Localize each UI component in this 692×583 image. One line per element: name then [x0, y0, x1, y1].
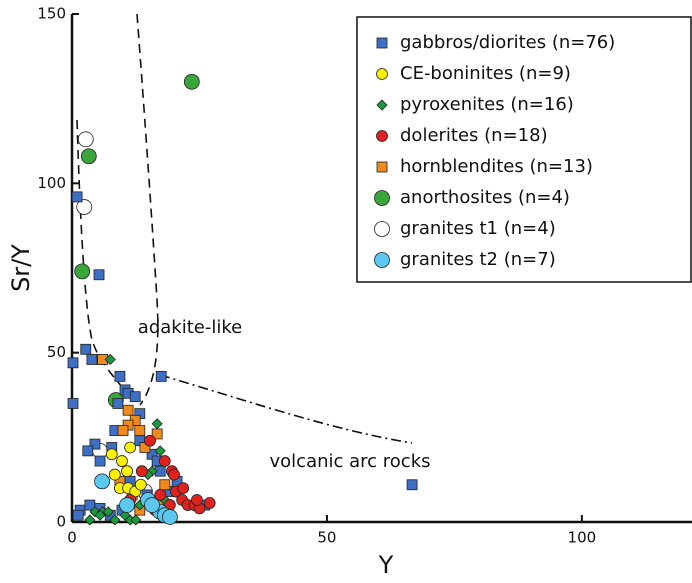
x-axis-label: Y: [378, 551, 394, 579]
marker-circle: [144, 434, 156, 447]
marker-circle: [374, 190, 390, 206]
marker-circle: [135, 465, 148, 478]
marker-circle: [134, 478, 147, 491]
annotation: adakite-like: [138, 317, 242, 338]
marker-square: [114, 370, 126, 382]
legend: [356, 16, 692, 283]
y-tick-label: 50: [47, 343, 66, 361]
marker-circle: [158, 455, 171, 467]
y-tick-label: 100: [37, 174, 66, 192]
marker-circle: [203, 497, 216, 509]
marker-circle: [168, 468, 180, 481]
marker-diamond: [94, 509, 106, 521]
marker-diamond: [89, 506, 101, 518]
arc-boundary: [159, 374, 413, 444]
x-tick-label: 0: [67, 529, 77, 547]
marker-circle: [105, 448, 118, 461]
adakite-boundary: [76, 13, 159, 406]
marker-square: [94, 455, 106, 467]
marker-square: [71, 191, 83, 203]
marker-square: [129, 391, 141, 403]
marker-diamond: [102, 506, 114, 518]
marker-circle: [121, 465, 133, 478]
marker-circle: [76, 199, 93, 215]
marker-square: [89, 438, 101, 450]
marker-square: [67, 398, 79, 409]
field-boundaries: [76, 13, 413, 444]
marker-circle: [116, 455, 128, 467]
marker-diamond: [154, 445, 166, 457]
legend-label: anorthosites (n=4): [400, 187, 570, 208]
marker-diamond: [104, 353, 116, 366]
marker-diamond: [151, 418, 163, 430]
marker-diamond: [146, 465, 158, 477]
marker-circle: [77, 131, 94, 148]
marker-diamond: [376, 99, 388, 111]
marker-square: [117, 425, 129, 436]
marker-diamond: [130, 514, 142, 526]
marker-square: [82, 445, 94, 457]
marker-circle: [374, 221, 390, 237]
marker-circle: [74, 263, 91, 280]
legend-label: CE-boninites (n=9): [400, 63, 571, 84]
marker-circle: [161, 509, 178, 525]
marker-square: [86, 354, 98, 365]
y-axis-label: Sr/Y: [7, 244, 35, 292]
marker-circle: [94, 473, 110, 490]
marker-circle: [376, 130, 388, 142]
marker-square: [376, 161, 388, 173]
legend-label: pyroxenites (n=16): [400, 94, 574, 115]
marker-square: [134, 425, 146, 436]
marker-circle: [154, 489, 167, 501]
marker-square: [155, 370, 167, 382]
y-tick-label: 150: [37, 5, 66, 23]
marker-square: [72, 509, 84, 521]
marker-square: [67, 357, 79, 369]
legend-label: dolerites (n=18): [400, 125, 548, 146]
x-tick-label: 100: [568, 529, 597, 547]
x-tick-label: 50: [317, 529, 336, 547]
legend-label: hornblendites (n=13): [400, 156, 593, 177]
y-tick-label: 0: [56, 513, 66, 531]
marker-diamond: [84, 514, 96, 526]
marker-circle: [177, 482, 190, 495]
marker-circle: [183, 73, 200, 90]
marker-square: [406, 479, 418, 491]
legend-label: granites t2 (n=7): [400, 249, 556, 270]
annotation: volcanic arc rocks: [270, 451, 431, 472]
marker-circle: [191, 494, 203, 506]
marker-square: [93, 269, 105, 281]
legend-label: granites t1 (n=4): [400, 218, 556, 239]
marker-circle: [124, 441, 137, 454]
marker-square: [159, 479, 171, 491]
legend-label: gabbros/diorites (n=76): [400, 32, 615, 53]
marker-circle: [80, 148, 97, 165]
marker-circle: [144, 497, 160, 513]
marker-square: [80, 343, 92, 355]
marker-square: [376, 37, 388, 49]
marker-square: [112, 398, 124, 409]
marker-circle: [376, 68, 388, 80]
marker-circle: [108, 468, 121, 481]
marker-diamond: [109, 514, 121, 526]
marker-circle: [374, 252, 390, 268]
marker-square: [122, 404, 134, 416]
marker-circle: [119, 497, 135, 513]
